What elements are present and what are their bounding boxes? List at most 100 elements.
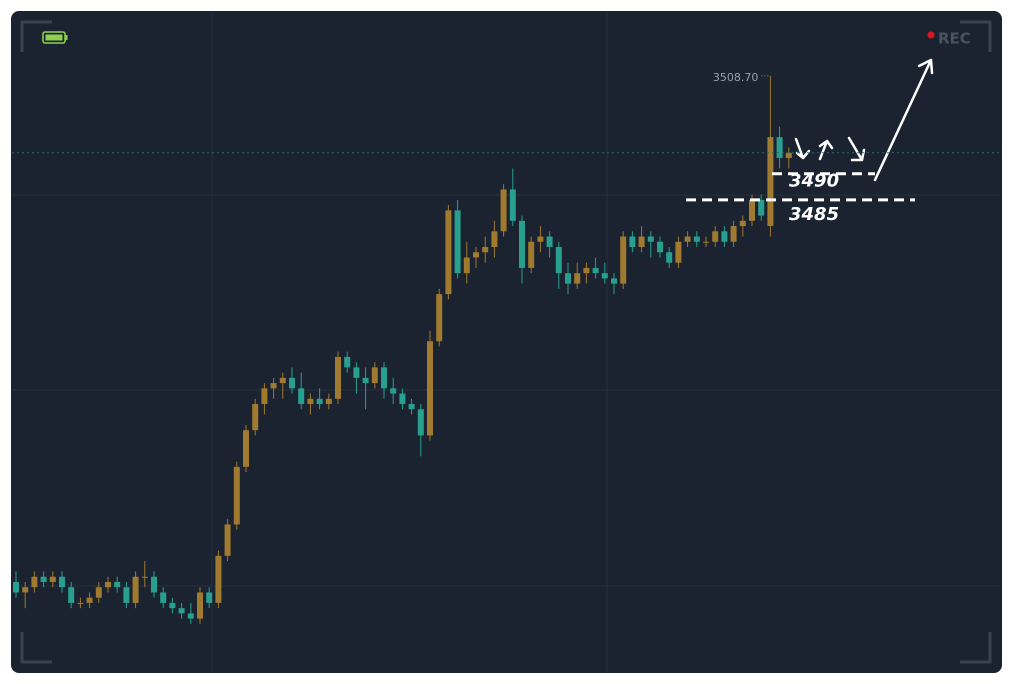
candle-body [693,236,700,242]
candle-body [59,576,65,588]
candle-body [509,189,516,221]
candle-body [417,409,424,436]
candle-body [279,377,286,384]
candle-body [675,241,682,263]
candle-body [224,524,231,556]
candle-body [68,587,75,603]
frame-corners [20,20,992,664]
candle-body [105,581,111,588]
corner [20,632,52,664]
candle-body [721,231,728,242]
candle-body [519,220,525,268]
rec-label: REC [938,30,971,48]
candle-body [114,581,121,588]
candle-body [611,278,617,284]
candle-body [252,404,259,431]
candle-body [95,587,102,598]
candle-body [463,257,470,274]
rec-dot [927,31,935,39]
candle-body [592,267,599,274]
corner [20,20,52,52]
candle-body [206,592,213,603]
battery-tip [65,35,68,40]
candle-body [169,602,176,609]
candle-body [77,602,84,604]
level-label: 3490 [789,171,839,192]
candle-body [123,587,130,603]
candle-body [261,388,268,405]
candle-body [381,367,387,389]
candle-body [574,273,581,284]
candle-body [657,241,663,253]
arrow [818,139,834,161]
candle-body [187,613,194,619]
candle-body [482,247,489,253]
candle-body [666,252,673,263]
candle-body [445,210,452,295]
corner [960,632,992,664]
candle-body [22,587,29,593]
candle-body [344,356,351,368]
candle-body [528,241,535,268]
candles [13,75,792,624]
candle-body [730,226,737,242]
candle-body [316,398,323,405]
arrow [847,136,866,162]
candle-body [197,592,203,619]
candle-body [325,398,332,405]
candle-body [289,377,295,389]
candle-body [353,367,360,378]
candle-body [565,273,571,284]
candle-body [546,236,553,248]
candle-body [270,383,277,389]
candle-body [473,252,479,258]
candle-body [132,576,139,603]
arrow [873,58,934,182]
candle-body [86,597,93,603]
candle-body [749,199,755,221]
candle-body [215,555,222,603]
candle-body [335,356,341,399]
candle-body [703,241,709,243]
candle-body [767,137,774,227]
candle-body [684,236,691,242]
corner [960,20,992,52]
candle-body [390,388,397,394]
battery-level [45,34,63,41]
candle-body [537,236,544,242]
candle-body [40,576,47,582]
candle-body [427,341,433,436]
candle-body [758,199,765,216]
candle-body [151,576,157,593]
arrows [794,58,934,182]
candle-body [408,404,415,410]
candle-body [555,247,562,274]
candle-body [49,576,56,582]
candle-body [233,466,240,525]
candle-body [141,576,148,578]
candle-body [638,236,645,248]
candle-body [491,231,498,248]
level-label: 3485 [789,204,839,225]
candle-body [785,152,792,159]
battery-body [42,31,66,44]
candle-body [712,231,719,242]
candle-body [160,592,167,603]
candle-body [500,189,507,232]
candle-body [243,430,249,467]
candle-body [399,393,406,405]
candle-body [583,267,590,274]
candle-body [31,576,38,588]
chart-background [11,11,1002,673]
candle-body [776,137,783,159]
candle-body [454,210,461,274]
candle-body [647,236,654,242]
arrow [794,137,811,160]
candle-body [371,367,378,384]
candle-body [629,236,636,248]
candle-body [620,236,627,284]
candle-body [739,220,746,227]
candle-body [298,388,305,405]
